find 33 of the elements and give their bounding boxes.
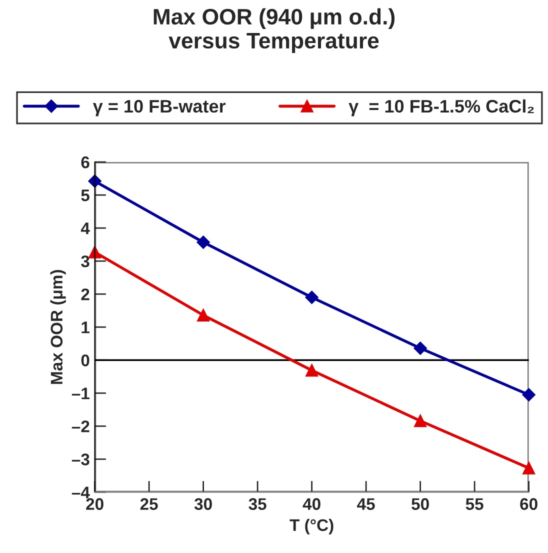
y-axis-title: Max OOR (μm) [50, 270, 66, 384]
x-tick-label: 25 [140, 498, 158, 510]
x-tick-label: 30 [194, 498, 212, 510]
x-axis-title: T (°C) [290, 518, 334, 534]
x-tick-label: 20 [86, 498, 104, 510]
point [414, 414, 427, 428]
x-tick-label: 35 [248, 498, 266, 510]
y-tick-label: 2 [81, 288, 90, 300]
y-tick-label: 1 [82, 322, 90, 334]
legend-label: γ = 10 FB-water [92, 100, 226, 116]
y-tick-label: 6 [81, 156, 90, 168]
point [306, 364, 318, 377]
y-tick-label: 5 [81, 190, 90, 202]
y-tick-label: 3 [81, 255, 90, 268]
chart-title: Max OOR (940 μm o.d.) versus Temperature [154, 8, 395, 53]
point [522, 462, 536, 474]
y-tick-label: –1 [72, 388, 90, 400]
point [522, 388, 536, 402]
y-tick-label: –2 [72, 420, 90, 432]
x-tick-label: 55 [466, 498, 484, 510]
y-tick-label: –4 [72, 486, 90, 498]
point [196, 236, 210, 249]
y-tick-label: –3 [72, 454, 90, 466]
legend-label: γ = 10 FB-1.5% CaCl₂ [348, 99, 534, 116]
point [197, 308, 210, 322]
point [305, 290, 318, 304]
y-tick-label: 4 [80, 222, 90, 234]
x-tick-label: 60 [520, 498, 538, 510]
point [414, 342, 427, 355]
x-tick-label: 40 [302, 498, 320, 510]
y-tick-label: 0 [81, 354, 90, 366]
x-tick-label: 45 [357, 498, 375, 510]
x-tick-label: 50 [412, 498, 429, 510]
